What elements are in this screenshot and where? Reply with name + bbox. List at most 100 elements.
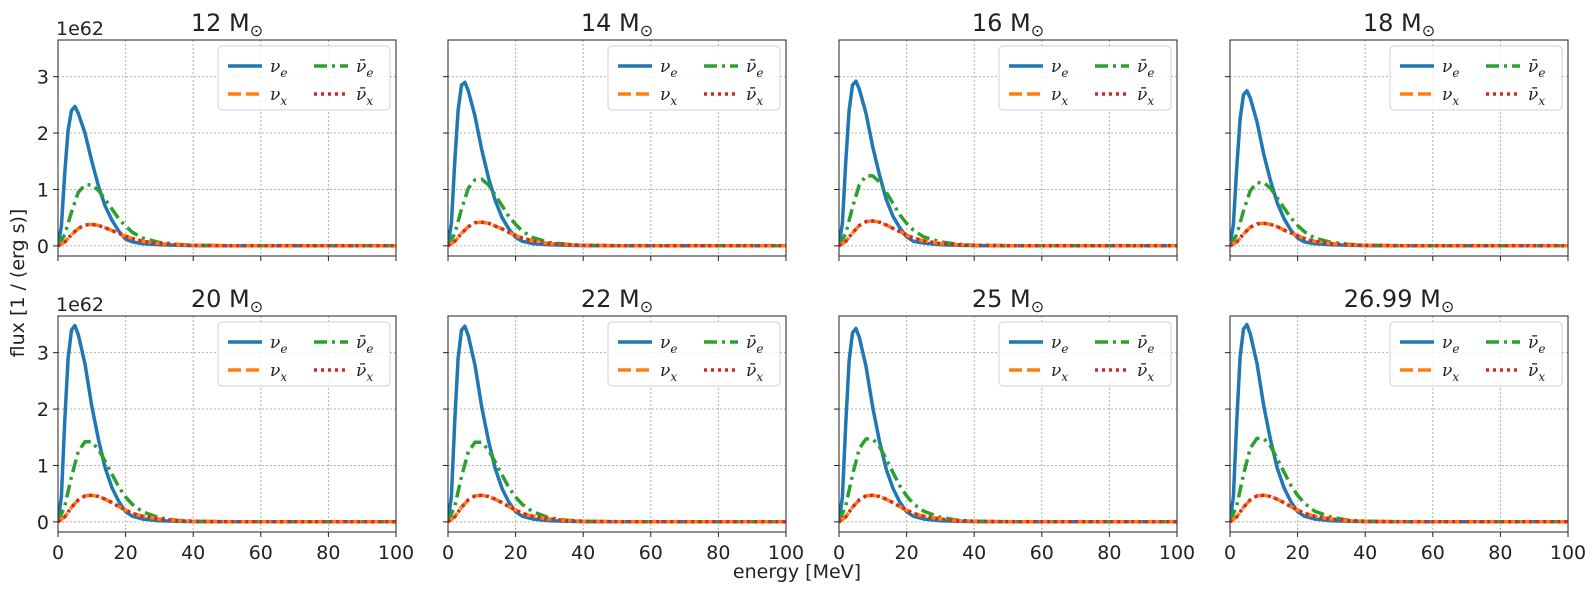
y-offset-label: 1e62 xyxy=(56,18,104,40)
series-line xyxy=(448,220,786,248)
legend-box xyxy=(607,45,781,111)
panel-2: 14 M⊙ νe νx ν̄e ν̄x xyxy=(443,9,787,261)
y-axis-label: flux [1 / (erg s)] xyxy=(7,209,29,358)
x-tick-label: 40 xyxy=(571,542,595,564)
series-line xyxy=(58,104,396,248)
series-line xyxy=(1230,221,1568,248)
axes-frame xyxy=(57,39,397,257)
legend-label: νe xyxy=(1442,57,1459,80)
x-tick-label: 40 xyxy=(1353,542,1377,564)
x-tick-label: 60 xyxy=(1421,542,1445,564)
legend: νe νx ν̄e ν̄x xyxy=(607,321,781,387)
legend-label: ν̄e xyxy=(1528,333,1545,356)
axes-frame xyxy=(447,39,787,257)
x-tick-label: 0 xyxy=(442,542,454,564)
panel-title: 20 M⊙ xyxy=(191,285,263,316)
legend-box xyxy=(217,45,391,111)
series-group xyxy=(448,80,786,248)
legend-label: ν̄e xyxy=(746,57,763,80)
axes-frame xyxy=(838,315,1178,533)
series-line xyxy=(839,493,1177,524)
x-tick-label: 20 xyxy=(895,542,919,564)
series-line xyxy=(839,219,1177,248)
legend-label: νx xyxy=(1051,361,1068,384)
legend-label: ν̄e xyxy=(1528,57,1545,80)
series-line xyxy=(58,493,396,524)
x-tick-label: 100 xyxy=(1159,542,1195,564)
y-tick-label: 2 xyxy=(37,399,49,421)
legend-label: νe xyxy=(270,333,287,356)
x-tick-label: 0 xyxy=(52,542,64,564)
panel-5: 20 M⊙ 0 20 40 60 80 100 0 1 2 3 1e62 νe νx ν̄e ν̄x xyxy=(37,285,414,564)
series-group xyxy=(448,324,786,524)
legend-label: ν̄e xyxy=(1137,57,1154,80)
legend: νe νx ν̄e ν̄x xyxy=(998,321,1172,387)
y-tick-label: 2 xyxy=(37,123,49,145)
panel-4: 18 M⊙ νe νx ν̄e ν̄x xyxy=(1225,9,1569,261)
x-tick-label: 20 xyxy=(114,542,138,564)
legend: νe νx ν̄e ν̄x xyxy=(1389,321,1563,387)
x-tick-label: 60 xyxy=(249,542,273,564)
x-tick-label: 100 xyxy=(378,542,414,564)
axes-frame xyxy=(838,39,1178,257)
legend-label: ν̄x xyxy=(1528,85,1545,108)
legend-label: νe xyxy=(660,333,677,356)
legend-label: νx xyxy=(1051,85,1068,108)
series-line xyxy=(448,493,786,524)
series-line xyxy=(448,80,786,248)
x-axis-label: energy [MeV] xyxy=(733,561,861,583)
x-tick-label: 60 xyxy=(639,542,663,564)
axes-frame xyxy=(1229,315,1569,533)
x-tick-label: 20 xyxy=(1286,542,1310,564)
legend: νe νx ν̄e ν̄x xyxy=(998,45,1172,111)
legend-box xyxy=(1389,321,1563,387)
legend: νe νx ν̄e ν̄x xyxy=(1389,45,1563,111)
legend-label: ν̄e xyxy=(356,57,373,80)
y-tick-label: 0 xyxy=(37,512,49,534)
y-tick-label: 3 xyxy=(37,67,49,89)
panel-1: 12 M⊙ 0 1 2 3 1e62 νe νx ν̄e ν̄x xyxy=(37,9,397,261)
legend-label: ν̄x xyxy=(356,361,373,384)
panel-title: 25 M⊙ xyxy=(972,285,1044,316)
x-tick-label: 0 xyxy=(833,542,845,564)
legend: νe νx ν̄e ν̄x xyxy=(217,321,391,387)
legend-label: ν̄x xyxy=(1137,361,1154,384)
x-tick-label: 60 xyxy=(1030,542,1054,564)
y-tick-label: 0 xyxy=(37,236,49,258)
series-group xyxy=(839,326,1177,524)
legend-label: ν̄x xyxy=(1137,85,1154,108)
panel-7: 25 M⊙ 0 20 40 60 80 100 νe νx ν̄e ν̄x xyxy=(833,285,1195,564)
legend-label: νe xyxy=(660,57,677,80)
axes-frame xyxy=(1229,39,1569,257)
legend-box xyxy=(217,321,391,387)
legend-label: νe xyxy=(1442,333,1459,356)
axes-frame xyxy=(57,315,397,533)
panel-title: 16 M⊙ xyxy=(972,9,1044,40)
legend-label: νe xyxy=(270,57,287,80)
legend-label: νx xyxy=(660,85,677,108)
panel-title: 14 M⊙ xyxy=(581,9,653,40)
panel-title: 22 M⊙ xyxy=(581,285,653,316)
series-line xyxy=(839,219,1177,248)
series-line xyxy=(1230,89,1568,248)
series-line xyxy=(1230,493,1568,524)
panel-8: 26.99 M⊙ 0 20 40 60 80 100 νe νx ν̄e ν̄x xyxy=(1224,285,1586,564)
series-line xyxy=(1230,493,1568,524)
legend-label: νx xyxy=(1442,85,1459,108)
x-tick-label: 40 xyxy=(962,542,986,564)
panel-title: 12 M⊙ xyxy=(191,9,263,40)
series-group xyxy=(58,104,396,248)
panel-6: 22 M⊙ 0 20 40 60 80 100 νe νx ν̄e ν̄x xyxy=(442,285,804,564)
legend-label: νx xyxy=(660,361,677,384)
x-tick-label: 80 xyxy=(316,542,340,564)
series-line xyxy=(58,183,396,248)
legend-label: ν̄x xyxy=(1528,361,1545,384)
series-line xyxy=(448,493,786,524)
series-line xyxy=(839,493,1177,524)
panel-title: 18 M⊙ xyxy=(1363,9,1435,40)
legend: νe νx ν̄e ν̄x xyxy=(607,45,781,111)
x-tick-label: 80 xyxy=(1097,542,1121,564)
series-line xyxy=(58,222,396,248)
series-group xyxy=(1230,89,1568,248)
